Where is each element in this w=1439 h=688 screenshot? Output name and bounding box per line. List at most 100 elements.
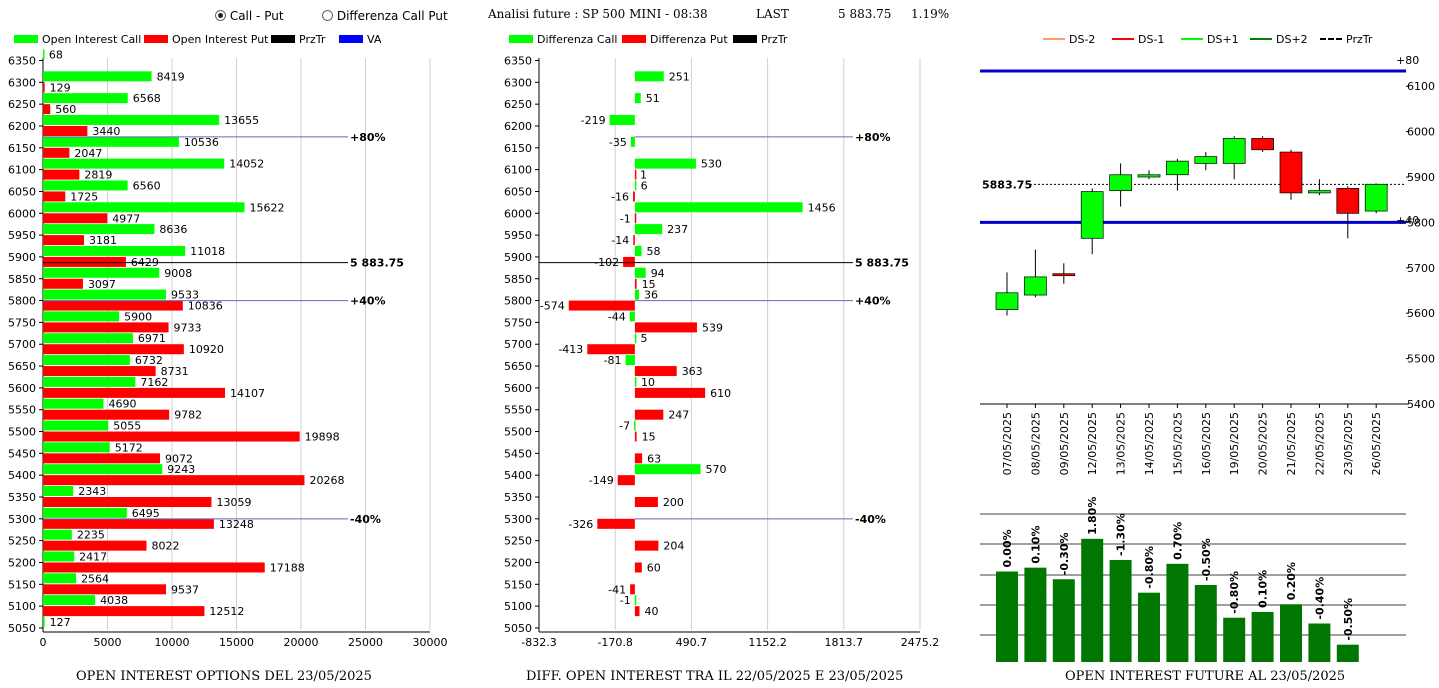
call-bar xyxy=(43,486,74,496)
bar-value-label: 530 xyxy=(701,158,722,171)
y-tick-label: 5300 xyxy=(504,513,532,526)
y-tick-label: 5050 xyxy=(8,622,36,635)
call-bar xyxy=(43,333,133,344)
y-tick-label: 5400 xyxy=(8,469,36,482)
call-bar xyxy=(630,136,635,147)
candle-body xyxy=(1052,273,1076,277)
y-tick-label: 6200 xyxy=(504,120,532,133)
bar-value-label: 63 xyxy=(647,452,661,465)
bar-value-label: 4690 xyxy=(109,398,137,411)
bar-value-label: 14052 xyxy=(229,158,264,171)
bar-value-label: 8022 xyxy=(151,540,179,553)
bar-value-label: 9537 xyxy=(171,583,199,596)
radio-call-put[interactable]: Call - Put xyxy=(215,9,284,23)
call-bar xyxy=(634,202,803,213)
bar-value-label: 40 xyxy=(644,605,658,618)
x-tick-label: 15/05/2025 xyxy=(1171,412,1184,475)
oi-bar-label: 0.00% xyxy=(1001,529,1014,567)
candle-body xyxy=(1364,183,1388,212)
legend-prztr-right: PrzTr xyxy=(1320,33,1372,46)
x-tick-label: 08/05/2025 xyxy=(1029,412,1042,475)
put-bar xyxy=(43,387,225,398)
radio-call-put-label: Call - Put xyxy=(229,9,284,23)
bar-value-label: 9733 xyxy=(174,321,202,334)
put-bar xyxy=(43,562,265,573)
x-tick-label: 0 xyxy=(40,636,47,649)
y-tick-label: 6300 xyxy=(504,76,532,89)
y-tick-label: 6100 xyxy=(504,164,532,177)
put-bar xyxy=(633,235,635,246)
y-tick-label: 5500 xyxy=(1407,353,1435,366)
legend-oi-put: Open Interest Put xyxy=(144,33,269,46)
y-tick-label: 5400 xyxy=(1407,398,1435,411)
put-bar xyxy=(43,366,156,377)
x-tick-label: 16/05/2025 xyxy=(1200,412,1213,475)
bar-value-label: 36 xyxy=(644,289,658,302)
oi-bar xyxy=(1024,567,1047,662)
bar-value-label: 9008 xyxy=(164,267,192,280)
radio-differenza[interactable]: Differenza Call Put xyxy=(322,9,448,23)
call-bar xyxy=(634,289,640,300)
call-bar xyxy=(634,93,641,104)
bar-value-label: 1 xyxy=(640,169,647,182)
bar-value-label: 14107 xyxy=(230,387,265,400)
bar-value-label: 9243 xyxy=(167,463,195,476)
put-bar xyxy=(634,562,642,573)
put-bar xyxy=(587,344,635,355)
x-tick-label: 20000 xyxy=(284,636,319,649)
x-tick-label: 490.7 xyxy=(676,636,708,649)
bar-value-label: 6560 xyxy=(133,179,161,192)
oi-bar-label: -0.50% xyxy=(1342,598,1355,641)
bar-value-label: 19898 xyxy=(305,431,340,444)
put-bar xyxy=(634,278,637,289)
bar-value-label: 8731 xyxy=(161,365,189,378)
radio-selected-icon xyxy=(215,10,226,21)
y-tick-label: 5150 xyxy=(504,578,532,591)
annotation-label: +80% xyxy=(855,131,891,144)
put-bar xyxy=(43,475,305,486)
caption-right: OPEN INTEREST FUTURE AL 23/05/2025 xyxy=(1065,669,1346,684)
y-tick-label: 5650 xyxy=(504,360,532,373)
bar-value-label: 17188 xyxy=(270,561,305,574)
put-bar xyxy=(43,169,80,180)
oi-bar xyxy=(996,571,1018,662)
bar-value-label: 7162 xyxy=(140,376,168,389)
annotation-label: 5 883.75 xyxy=(350,257,404,270)
legend-line-icon xyxy=(1112,38,1134,40)
y-tick-label: 5950 xyxy=(504,229,532,242)
call-bar xyxy=(634,267,646,278)
bar-value-label: 247 xyxy=(668,409,689,422)
y-tick-label: 5850 xyxy=(8,273,36,286)
call-bar xyxy=(43,376,136,387)
bar-value-label: 539 xyxy=(702,321,723,334)
put-bar xyxy=(634,366,677,377)
bar-value-label: 15 xyxy=(642,431,656,444)
bar-value-label: 58 xyxy=(647,245,661,258)
candle-body xyxy=(1308,190,1331,194)
bar-value-label: 6971 xyxy=(138,332,166,345)
put-bar xyxy=(43,82,45,93)
y-tick-label: 5600 xyxy=(504,382,532,395)
candle-body xyxy=(1080,191,1104,239)
bar-value-label: 10836 xyxy=(188,300,223,313)
oi-bar-label: -0.40% xyxy=(1313,577,1326,620)
oi-bar xyxy=(1223,617,1246,662)
call-bar xyxy=(43,529,72,540)
x-tick-label: 5000 xyxy=(94,636,122,649)
call-bar xyxy=(43,398,104,409)
oi-bar-label: 1.80% xyxy=(1086,497,1099,535)
bar-value-label: -44 xyxy=(608,310,626,323)
oi-bar-label: 0.10% xyxy=(1029,526,1042,564)
bar-value-label: 3181 xyxy=(89,234,117,247)
y-tick-label: 5400 xyxy=(504,469,532,482)
x-tick-label: 1152.2 xyxy=(748,636,787,649)
bar-value-label: -219 xyxy=(581,114,606,127)
x-tick-label: 23/05/2025 xyxy=(1342,412,1355,475)
put-bar xyxy=(634,387,706,398)
caption-middle: DIFF. OPEN INTEREST TRA IL 22/05/2025 E … xyxy=(526,669,904,684)
x-tick-label: 19/05/2025 xyxy=(1228,412,1241,475)
call-bar xyxy=(634,376,637,387)
oi-bar xyxy=(1138,592,1160,662)
bar-value-label: 20268 xyxy=(309,474,344,487)
